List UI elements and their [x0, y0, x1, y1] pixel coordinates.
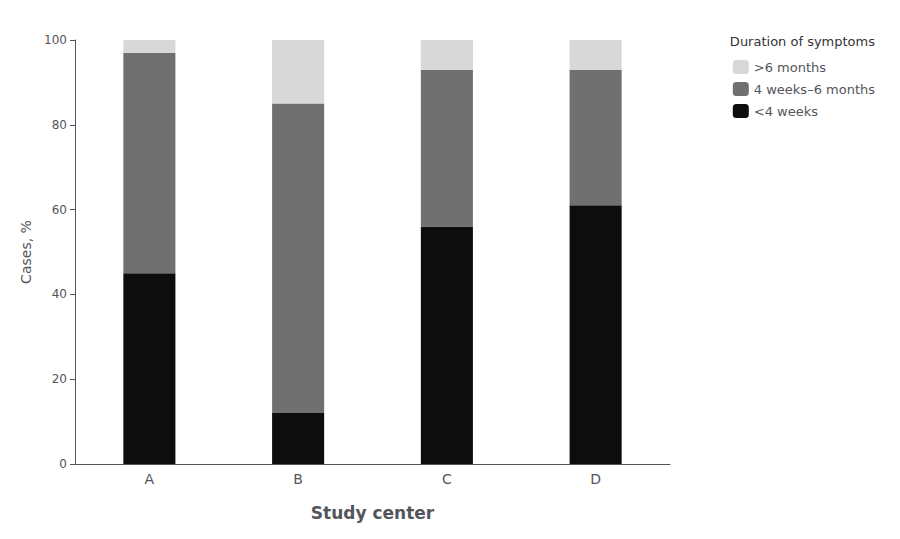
svg-text:<4 weeks: <4 weeks: [754, 104, 818, 119]
svg-text:D: D: [590, 471, 601, 487]
svg-text:4 weeks–6 months: 4 weeks–6 months: [754, 82, 875, 97]
svg-text:40: 40: [52, 287, 67, 301]
svg-text:Cases, %: Cases, %: [18, 220, 34, 284]
svg-text:A: A: [145, 471, 155, 487]
svg-text:Study center: Study center: [311, 503, 435, 523]
svg-text:C: C: [442, 471, 452, 487]
svg-text:Duration of symptoms: Duration of symptoms: [730, 34, 875, 49]
svg-text:20: 20: [52, 372, 67, 386]
svg-text:B: B: [293, 471, 303, 487]
svg-text:80: 80: [52, 118, 67, 132]
svg-text:100: 100: [44, 33, 67, 47]
svg-text:>6 months: >6 months: [754, 60, 826, 75]
svg-text:60: 60: [52, 203, 67, 217]
svg-text:0: 0: [59, 457, 67, 471]
